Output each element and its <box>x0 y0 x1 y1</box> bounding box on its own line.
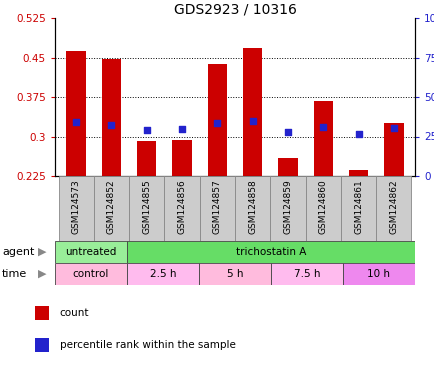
Point <box>319 124 326 130</box>
Text: 5 h: 5 h <box>226 269 243 279</box>
FancyBboxPatch shape <box>164 176 199 241</box>
Text: ▶: ▶ <box>38 247 47 257</box>
FancyBboxPatch shape <box>129 176 164 241</box>
Point <box>389 125 396 131</box>
Point <box>284 129 291 135</box>
Point <box>249 118 256 124</box>
Text: GSM124857: GSM124857 <box>212 179 221 234</box>
FancyBboxPatch shape <box>127 241 414 263</box>
Text: ▶: ▶ <box>38 269 47 279</box>
Bar <box>207 64 227 176</box>
Bar <box>313 101 332 176</box>
Text: GSM124573: GSM124573 <box>72 179 80 234</box>
Point <box>143 127 150 133</box>
Text: GSM124852: GSM124852 <box>107 179 116 234</box>
Bar <box>278 157 297 176</box>
Point <box>108 122 115 128</box>
Text: GSM124858: GSM124858 <box>247 179 256 234</box>
Text: trichostatin A: trichostatin A <box>235 247 306 257</box>
Text: 10 h: 10 h <box>367 269 390 279</box>
FancyBboxPatch shape <box>198 263 270 285</box>
Text: 7.5 h: 7.5 h <box>293 269 319 279</box>
Bar <box>35 306 49 319</box>
Bar <box>35 338 49 351</box>
FancyBboxPatch shape <box>305 176 340 241</box>
Title: GDS2923 / 10316: GDS2923 / 10316 <box>173 3 296 17</box>
Bar <box>66 51 85 176</box>
Text: GSM124860: GSM124860 <box>318 179 327 234</box>
Bar <box>137 141 156 176</box>
Text: time: time <box>2 269 27 279</box>
FancyBboxPatch shape <box>375 176 411 241</box>
FancyBboxPatch shape <box>55 263 127 285</box>
Bar <box>102 59 121 176</box>
Text: count: count <box>59 308 89 318</box>
FancyBboxPatch shape <box>59 176 94 241</box>
Text: GSM124855: GSM124855 <box>142 179 151 234</box>
FancyBboxPatch shape <box>55 241 127 263</box>
Text: GSM124856: GSM124856 <box>177 179 186 234</box>
Text: GSM124861: GSM124861 <box>353 179 362 234</box>
Text: control: control <box>72 269 109 279</box>
Text: GSM124862: GSM124862 <box>388 179 398 234</box>
Point <box>214 120 220 126</box>
FancyBboxPatch shape <box>340 176 375 241</box>
Text: agent: agent <box>2 247 34 257</box>
Point <box>354 131 361 137</box>
FancyBboxPatch shape <box>127 263 198 285</box>
Point <box>178 126 185 132</box>
FancyBboxPatch shape <box>342 263 414 285</box>
Bar <box>242 48 262 176</box>
Text: 2.5 h: 2.5 h <box>149 269 176 279</box>
FancyBboxPatch shape <box>270 263 342 285</box>
Text: untreated: untreated <box>65 247 116 257</box>
FancyBboxPatch shape <box>234 176 270 241</box>
Bar <box>383 123 403 176</box>
FancyBboxPatch shape <box>94 176 129 241</box>
Point <box>72 119 79 125</box>
FancyBboxPatch shape <box>199 176 234 241</box>
Bar <box>348 170 368 176</box>
FancyBboxPatch shape <box>270 176 305 241</box>
Text: percentile rank within the sample: percentile rank within the sample <box>59 340 235 350</box>
Text: GSM124859: GSM124859 <box>283 179 292 234</box>
Bar <box>172 140 191 176</box>
